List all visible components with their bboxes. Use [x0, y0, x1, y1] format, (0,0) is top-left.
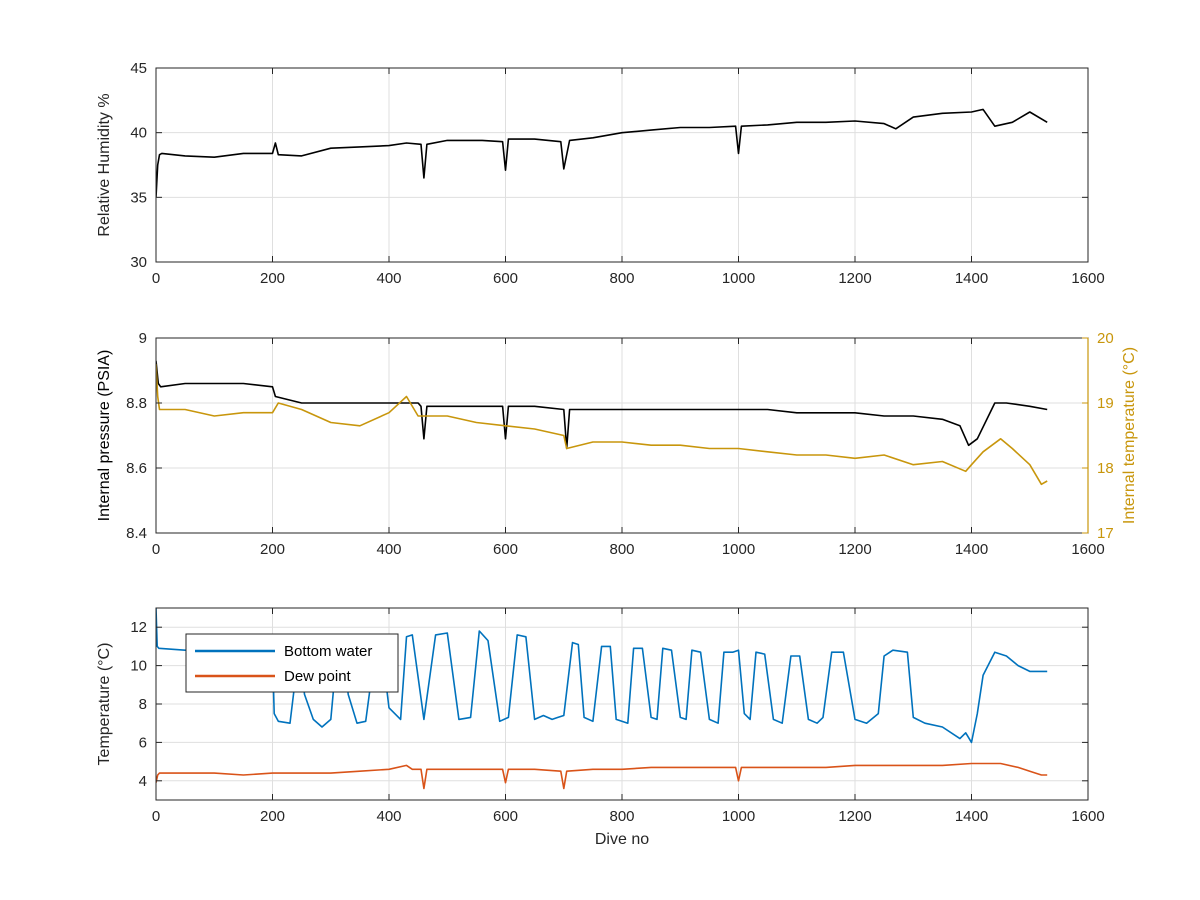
x-tick-label: 200 [260, 270, 285, 287]
y2-axis-label: Internal temperature (°C) [1121, 347, 1138, 524]
x-tick-label: 0 [152, 270, 160, 287]
x-tick-label: 1200 [838, 270, 871, 287]
x-tick-label: 600 [493, 541, 518, 558]
y-tick-label: 9 [139, 330, 147, 347]
x-tick-label: 1600 [1071, 541, 1104, 558]
x-tick-label: 1000 [722, 541, 755, 558]
y-tick-label: 10 [130, 658, 147, 675]
x-tick-label: 1600 [1071, 270, 1104, 287]
y-tick-label: 45 [130, 60, 147, 77]
x-tick-label: 600 [493, 808, 518, 825]
y-tick-label: 8 [139, 696, 147, 713]
x-tick-label: 200 [260, 541, 285, 558]
y2-tick-label: 19 [1097, 395, 1114, 412]
x-tick-label: 1200 [838, 541, 871, 558]
x-tick-label: 800 [609, 270, 634, 287]
series-line-1-1 [156, 108, 1048, 198]
panel-2: 0 200 400 600 800 1000 1200 1400 1600 8.4 8.6 8.8 9 1… [96, 330, 1138, 558]
series-line-2-1 [156, 360, 1048, 450]
y-tick-label: 8.8 [126, 395, 147, 412]
y-tick-label: 8.6 [126, 460, 147, 477]
y-axis-label: Temperature (°C) [96, 643, 113, 766]
y-tick-label: 35 [130, 189, 147, 206]
y-tick-label: 4 [139, 773, 147, 790]
legend: Bottom water Dew point [185, 633, 399, 693]
y2-tick-label: 20 [1097, 330, 1114, 347]
panel-3: 0 200 400 600 800 1000 1200 1400 1600 4 6 8 10 12 Temp… [96, 607, 1105, 848]
x-tick-label: 400 [376, 541, 401, 558]
x-tick-label: 800 [609, 808, 634, 825]
y-axis-label: Internal pressure (PSIA) [96, 350, 113, 522]
y2-tick-label: 17 [1097, 525, 1114, 542]
x-tick-label: 1000 [722, 808, 755, 825]
legend-box [185, 633, 399, 693]
x-tick-label: 1000 [722, 270, 755, 287]
y-tick-label: 8.4 [126, 525, 147, 542]
y-axis-label: Relative Humidity % [96, 93, 113, 236]
x-tick-label: 1400 [955, 808, 988, 825]
legend-label: Dew point [284, 668, 352, 685]
y-tick-label: 40 [130, 125, 147, 142]
x-tick-label: 800 [609, 541, 634, 558]
y-tick-label: 6 [139, 734, 147, 751]
x-tick-label: 200 [260, 808, 285, 825]
x-tick-label: 1200 [838, 808, 871, 825]
x-tick-label: 600 [493, 270, 518, 287]
x-tick-label: 0 [152, 541, 160, 558]
legend-label: Bottom water [284, 643, 372, 660]
x-tick-label: 1600 [1071, 808, 1104, 825]
x-tick-label: 400 [376, 270, 401, 287]
series-line-2-2 [156, 363, 1048, 486]
x-tick-label: 400 [376, 808, 401, 825]
x-axis-label: Dive no [595, 831, 649, 848]
x-tick-label: 0 [152, 808, 160, 825]
y-tick-label: 30 [130, 254, 147, 271]
panel-1: 0 200 400 600 800 1000 1200 1400 1600 30 35 40 45 Rel… [96, 60, 1105, 287]
series-line-dew-point [156, 762, 1048, 790]
x-tick-label: 1400 [955, 270, 988, 287]
y-tick-label: 12 [130, 619, 147, 636]
y2-tick-label: 18 [1097, 460, 1114, 477]
x-tick-label: 1400 [955, 541, 988, 558]
